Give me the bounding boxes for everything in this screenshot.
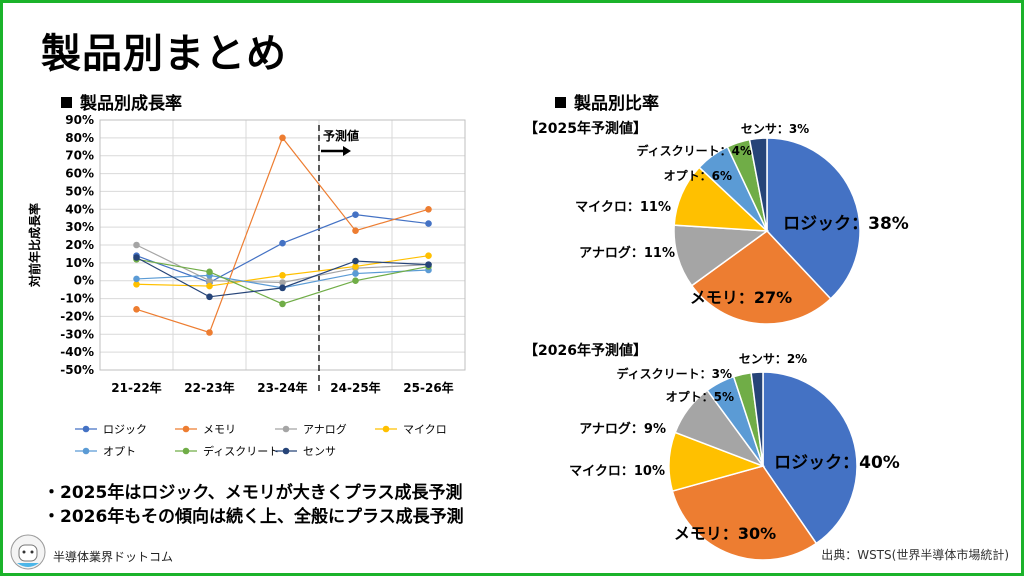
y-axis-label: 対前年比成長率	[27, 203, 42, 288]
pie-slice	[748, 137, 768, 232]
y-tick-label: 0%	[74, 274, 94, 288]
x-tick-label: 24-25年	[330, 380, 380, 395]
pie-slice-label: マイクロ：11%	[575, 200, 671, 215]
mascot-logo	[10, 534, 46, 570]
data-point	[425, 205, 432, 213]
pie-slice	[762, 371, 858, 545]
data-point	[425, 220, 432, 227]
pie-slice-label: オプト：5%	[666, 389, 734, 404]
data-point	[133, 305, 140, 313]
logo-text: 半導体業界ドットコム	[53, 550, 174, 564]
data-point	[352, 211, 359, 218]
data-point	[133, 280, 140, 288]
data-point	[425, 252, 432, 260]
data-point	[206, 268, 213, 276]
forecast-annotation: 予測値	[323, 128, 359, 143]
pie-title: 【2026年予測値】	[524, 342, 647, 359]
page-title: 製品別まとめ	[41, 31, 287, 77]
y-tick-label: 70%	[65, 149, 94, 163]
forecast-arrow-head	[343, 146, 351, 156]
y-tick-label: -30%	[60, 327, 94, 341]
legend-entry: メモリ	[203, 423, 236, 436]
growth-heading-text: 製品別成長率	[80, 94, 182, 114]
data-point	[279, 284, 286, 292]
pie-slice-label: ディスクリート：3%	[616, 366, 732, 381]
legend-swatch-marker	[382, 425, 390, 433]
data-point	[133, 275, 140, 283]
data-point	[279, 279, 286, 286]
pie-slice	[690, 230, 832, 325]
legend-entry: アナログ	[303, 422, 347, 436]
legend-entry: ロジック	[103, 423, 147, 436]
y-tick-label: 50%	[65, 184, 94, 198]
data-point	[352, 227, 359, 235]
y-tick-label: 90%	[65, 113, 94, 127]
x-tick-label: 25-26年	[403, 380, 453, 395]
y-tick-label: 20%	[65, 238, 94, 252]
y-tick-label: -40%	[60, 345, 94, 359]
growth-heading: 製品別成長率	[61, 89, 182, 114]
pie-slice-label: メモリ：30%	[674, 524, 776, 543]
share-heading: 製品別比率	[555, 89, 659, 114]
legend-entry: ディスクリート	[203, 444, 279, 458]
legend-entry: センサ	[303, 445, 336, 458]
pie-slice-label: アナログ：9%	[579, 421, 666, 437]
bullet-2: ・2026年もその傾向は続く上、全般にプラス成長予測	[43, 507, 464, 527]
legend-swatch-marker	[82, 425, 90, 433]
pie-slice-label: ロジック：38%	[783, 214, 909, 234]
pie-slice-label: マイクロ：10%	[569, 464, 665, 479]
pie-slice-label: センサ：2%	[739, 352, 807, 366]
y-tick-label: 30%	[65, 220, 94, 234]
x-tick-label: 23-24年	[257, 380, 307, 395]
y-tick-label: 10%	[65, 256, 94, 270]
legend-swatch-marker	[182, 425, 190, 433]
data-point	[133, 254, 140, 261]
charts-canvas: 90% 80% 70% 60% 50% 40% 30% 20% 10% 0% -10% -20% -30…	[27, 113, 909, 561]
pie-slice-label: ディスクリート：4%	[636, 143, 752, 158]
x-tick-label: 21-22年	[111, 380, 161, 395]
data-point	[352, 277, 359, 285]
y-tick-label: 60%	[65, 167, 94, 181]
pie-slice	[750, 371, 764, 467]
pie-slice	[671, 465, 818, 561]
data-point	[279, 272, 286, 279]
y-tick-label: 80%	[65, 131, 94, 145]
data-point	[279, 134, 286, 142]
y-tick-label: -50%	[60, 363, 94, 377]
data-point	[206, 293, 213, 301]
summary-bullets: ・2025年はロジック、メモリが大きくプラス成長予測 ・2026年もその傾向は続…	[43, 481, 464, 529]
legend-entry: マイクロ	[403, 423, 447, 436]
plot-border	[99, 119, 466, 371]
legend-swatch-marker	[282, 425, 290, 433]
legend-swatch-marker	[282, 447, 290, 455]
y-tick-label: -10%	[60, 292, 94, 306]
data-point	[206, 277, 213, 285]
data-point	[206, 282, 213, 290]
data-point	[352, 257, 359, 265]
data-point	[279, 239, 286, 247]
pie-slice-label: ロジック：40%	[774, 453, 900, 473]
pie-slice	[766, 137, 861, 300]
legend-entry: オプト	[103, 445, 136, 458]
legend-swatch-marker	[182, 447, 190, 455]
y-tick-label: 40%	[65, 202, 94, 216]
bullet-1: ・2025年はロジック、メモリが大きくプラス成長予測	[43, 483, 463, 503]
data-point	[206, 329, 213, 336]
share-heading-text: 製品別比率	[574, 94, 659, 114]
source-note: 出典：WSTS(世界半導体市場統計)	[821, 548, 1009, 562]
data-point	[425, 261, 432, 268]
legend-swatch-marker	[82, 447, 90, 455]
pie-slice-label: メモリ：27%	[690, 288, 792, 307]
pie-slice-label: オプト：6%	[664, 168, 732, 183]
pie-title: 【2025年予測値】	[524, 120, 647, 137]
data-point	[133, 241, 140, 249]
pie-slice-label: アナログ：11%	[579, 245, 675, 261]
pie-slice-label: センサ：3%	[741, 122, 809, 136]
x-tick-label: 22-23年	[184, 380, 234, 395]
data-point	[279, 300, 286, 308]
data-point	[352, 270, 359, 277]
y-tick-label: -20%	[60, 309, 94, 323]
data-point	[352, 263, 359, 270]
